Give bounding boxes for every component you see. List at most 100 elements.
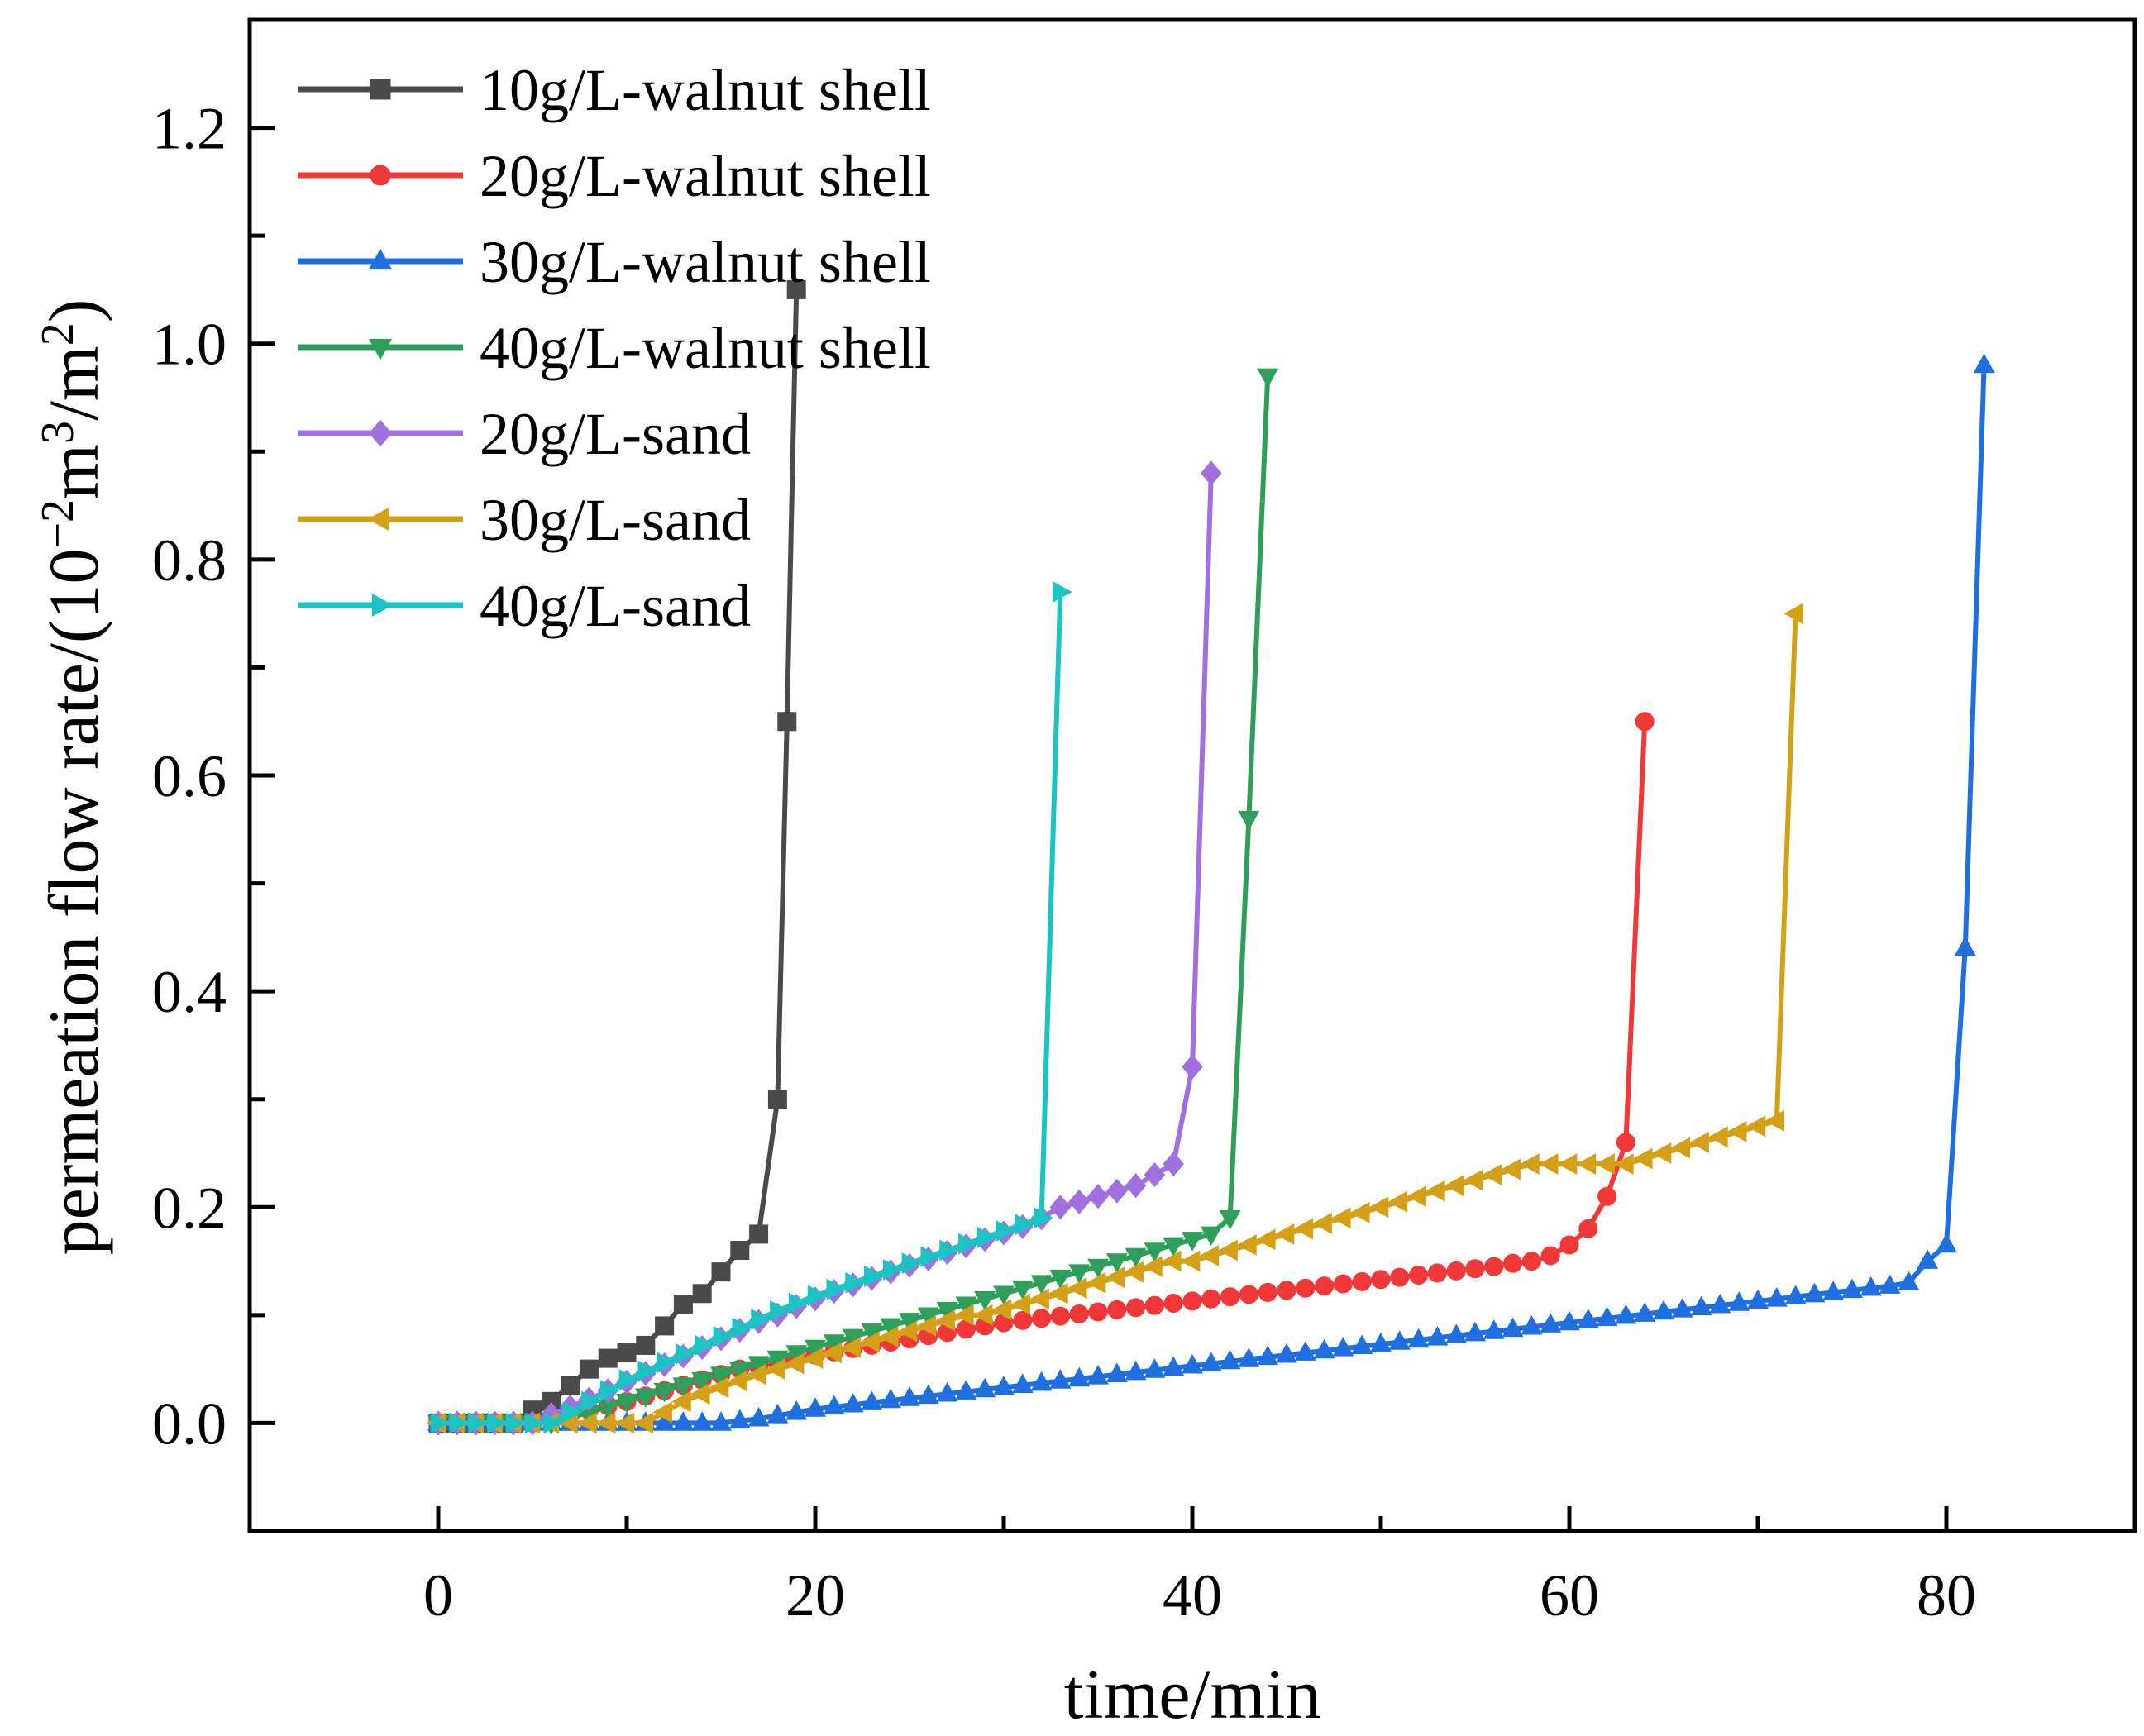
data-point <box>880 1388 902 1409</box>
data-point <box>728 1409 751 1429</box>
data-point <box>655 1316 675 1336</box>
data-point <box>1030 1275 1053 1295</box>
x-tick-label: 60 <box>1540 1562 1599 1629</box>
data-point <box>1427 1263 1447 1283</box>
data-point <box>1293 1218 1314 1240</box>
data-point <box>1105 1253 1128 1273</box>
data-point <box>899 1386 920 1406</box>
data-point <box>676 1343 695 1365</box>
data-point <box>1332 1337 1354 1357</box>
data-point <box>468 1412 488 1434</box>
legend-item: 40g/L-sand <box>298 573 751 639</box>
x-axis-title: time/min <box>1064 1654 1321 1734</box>
data-point <box>1125 1247 1147 1268</box>
data-point <box>598 1348 618 1368</box>
legend-item: 20g/L-walnut shell <box>298 143 931 209</box>
data-point <box>1597 1186 1617 1206</box>
legend-swatch-marker <box>369 419 392 447</box>
data-point <box>826 1278 847 1300</box>
data-point <box>1068 1264 1091 1284</box>
legend-label: 10g/L-walnut shell <box>480 57 931 123</box>
data-point <box>1635 712 1655 732</box>
data-point <box>1822 1281 1845 1300</box>
data-point <box>1257 1345 1279 1366</box>
data-point <box>1144 1358 1166 1378</box>
data-point <box>1048 1282 1068 1304</box>
data-point <box>1333 1274 1353 1294</box>
data-point <box>710 1411 732 1431</box>
data-point <box>1576 1153 1597 1176</box>
data-point <box>1709 1293 1731 1314</box>
legend-label: 30g/L-sand <box>480 487 751 553</box>
data-point <box>1274 1223 1295 1245</box>
y-tick-label: 0.0 <box>152 1390 227 1457</box>
data-point <box>1200 1352 1222 1371</box>
data-point <box>1105 1266 1125 1289</box>
data-point <box>1406 1185 1426 1208</box>
data-point <box>1087 1365 1109 1385</box>
data-point <box>710 1366 732 1386</box>
data-point <box>1745 1115 1766 1137</box>
data-point <box>749 1224 769 1244</box>
data-point <box>788 1292 809 1314</box>
data-point <box>713 1326 733 1347</box>
data-point <box>1105 1362 1128 1382</box>
data-point <box>505 1412 526 1434</box>
data-point <box>1050 1306 1070 1326</box>
data-point <box>897 1320 918 1343</box>
data-point <box>1182 1054 1203 1080</box>
data-point <box>958 1233 978 1255</box>
data-point <box>1107 1300 1127 1319</box>
data-point <box>1596 1306 1618 1327</box>
data-point <box>1258 1282 1277 1302</box>
data-point <box>1764 1109 1785 1132</box>
data-point <box>916 1314 937 1337</box>
data-point <box>1013 1310 1033 1330</box>
data-point <box>1049 1369 1072 1389</box>
data-point <box>634 1388 657 1409</box>
y-tick-label: 1.0 <box>152 312 227 378</box>
data-point <box>845 1271 865 1294</box>
data-point <box>1349 1201 1370 1223</box>
y-tick-label: 0.2 <box>152 1175 227 1241</box>
data-point <box>1616 1133 1635 1152</box>
data-point <box>1689 1131 1709 1153</box>
data-point <box>1068 1189 1090 1214</box>
data-point <box>1578 1219 1598 1238</box>
data-point <box>993 1285 1015 1305</box>
data-point <box>1540 1313 1562 1333</box>
series-6 <box>426 603 1803 1434</box>
data-point <box>1087 1258 1109 1279</box>
legend-item: 10g/L-walnut shell <box>298 57 931 123</box>
data-point <box>1409 1266 1429 1285</box>
data-point <box>1182 1353 1203 1374</box>
data-point <box>1144 1295 1164 1315</box>
data-point <box>1219 1349 1241 1370</box>
data-point <box>1011 1280 1034 1300</box>
data-point <box>936 1381 958 1402</box>
data-point <box>747 1406 770 1427</box>
data-point <box>673 1295 693 1314</box>
data-point <box>1368 1196 1389 1219</box>
x-tick-label: 0 <box>423 1562 453 1629</box>
data-point <box>1163 1293 1183 1313</box>
data-point <box>860 1331 880 1353</box>
data-point <box>1577 1309 1599 1328</box>
data-point <box>694 1334 714 1357</box>
data-point <box>766 1404 789 1424</box>
data-point <box>524 1412 545 1434</box>
data-point <box>1371 1270 1391 1290</box>
data-point <box>1557 1153 1578 1176</box>
data-point <box>487 1412 507 1434</box>
data-point <box>562 1401 582 1424</box>
data-point <box>901 1252 922 1275</box>
legend-swatch-marker <box>368 338 393 360</box>
legend-item: 40g/L-walnut shell <box>298 315 931 381</box>
x-tick-label: 20 <box>785 1562 845 1629</box>
y-tick-label: 1.2 <box>152 96 227 162</box>
data-point <box>1163 1151 1184 1177</box>
data-point <box>823 1395 845 1415</box>
legend-item: 20g/L-sand <box>298 401 751 467</box>
data-point <box>1219 1210 1241 1230</box>
